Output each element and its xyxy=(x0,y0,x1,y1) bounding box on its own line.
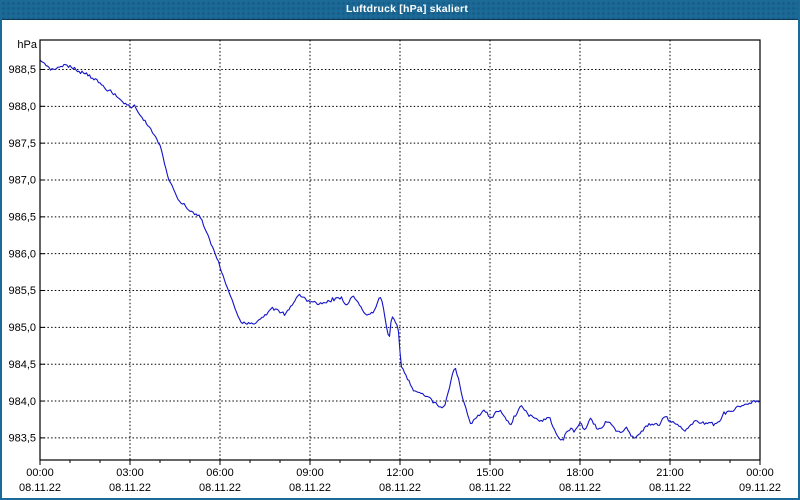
svg-text:15:00: 15:00 xyxy=(476,467,504,479)
svg-text:986,5: 986,5 xyxy=(8,212,36,224)
svg-text:18:00: 18:00 xyxy=(566,467,594,479)
svg-text:988,0: 988,0 xyxy=(8,101,36,113)
svg-text:984,5: 984,5 xyxy=(8,359,36,371)
svg-text:985,0: 985,0 xyxy=(8,322,36,334)
svg-text:987,0: 987,0 xyxy=(8,175,36,187)
svg-text:hPa: hPa xyxy=(17,39,37,51)
svg-text:09:00: 09:00 xyxy=(296,467,324,479)
svg-text:08.11.22: 08.11.22 xyxy=(469,482,511,494)
svg-text:08.11.22: 08.11.22 xyxy=(109,482,151,494)
svg-text:00:00: 00:00 xyxy=(746,467,774,479)
svg-text:988,5: 988,5 xyxy=(8,64,36,76)
svg-text:08.11.22: 08.11.22 xyxy=(649,482,691,494)
svg-text:06:00: 06:00 xyxy=(206,467,234,479)
svg-text:985,5: 985,5 xyxy=(8,285,36,297)
svg-text:00:00: 00:00 xyxy=(26,467,54,479)
svg-text:08.11.22: 08.11.22 xyxy=(19,482,61,494)
svg-text:03:00: 03:00 xyxy=(116,467,144,479)
svg-text:08.11.22: 08.11.22 xyxy=(379,482,421,494)
svg-text:986,0: 986,0 xyxy=(8,248,36,260)
svg-text:983,5: 983,5 xyxy=(8,433,36,445)
svg-text:984,0: 984,0 xyxy=(8,396,36,408)
svg-text:08.11.22: 08.11.22 xyxy=(289,482,331,494)
svg-text:21:00: 21:00 xyxy=(656,467,684,479)
svg-text:09.11.22: 09.11.22 xyxy=(739,482,781,494)
svg-text:08.11.22: 08.11.22 xyxy=(559,482,601,494)
svg-text:987,5: 987,5 xyxy=(8,138,36,150)
svg-text:12:00: 12:00 xyxy=(386,467,414,479)
svg-text:08.11.22: 08.11.22 xyxy=(199,482,241,494)
